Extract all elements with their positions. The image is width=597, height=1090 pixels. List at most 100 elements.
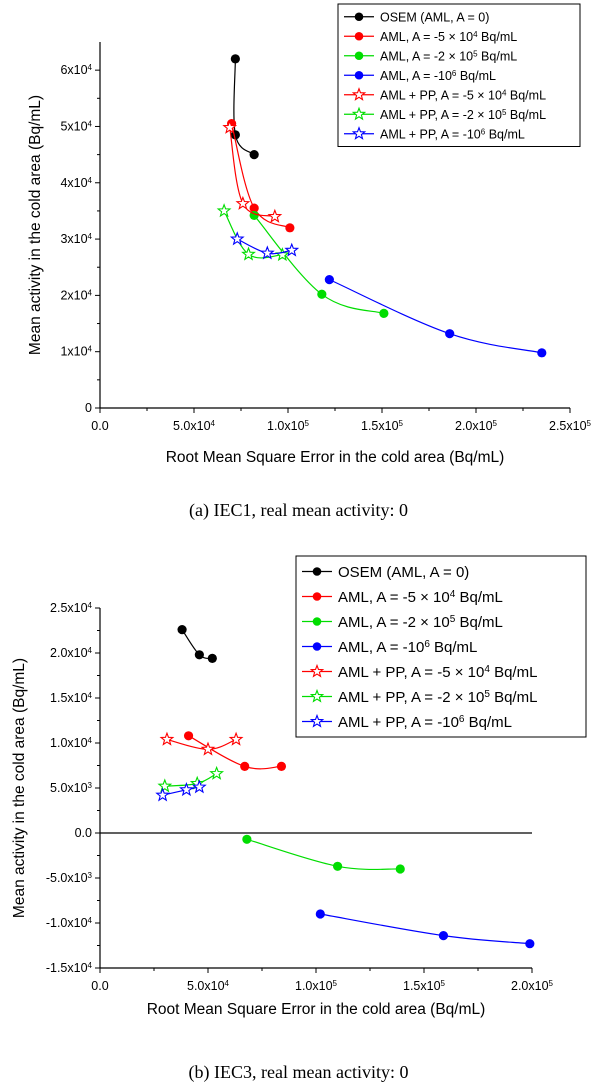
data-point-star bbox=[222, 119, 238, 134]
data-point-star bbox=[157, 778, 173, 793]
data-point bbox=[242, 834, 252, 844]
legend-box bbox=[337, 3, 581, 147]
y-tick-label-part: 0.0 bbox=[75, 826, 92, 840]
legend-label-part: 4 bbox=[502, 88, 507, 97]
chart-iec3-plot: 0.0 5.0x104 1.0x105 1.5x105 2.0x105-1.5x104-… bbox=[11, 555, 587, 1018]
legend-label-part: 4 bbox=[450, 588, 456, 599]
series-0 bbox=[177, 625, 217, 663]
y-tick-label: 4x104 bbox=[60, 175, 92, 190]
series-2 bbox=[249, 210, 389, 319]
series-1 bbox=[183, 731, 287, 771]
x-tick-label-part: 2.0x10 bbox=[455, 419, 493, 433]
legend-marker bbox=[354, 70, 364, 80]
legend-label-part: Bq/mL bbox=[490, 689, 538, 706]
legend-label-part: 5 bbox=[473, 49, 478, 58]
y-tick-label-part: 4 bbox=[88, 601, 93, 610]
y-tick-label-part: 4 bbox=[88, 63, 93, 72]
data-point bbox=[285, 223, 295, 233]
data-point bbox=[207, 653, 217, 663]
data-point-star bbox=[209, 765, 225, 780]
data-point bbox=[177, 625, 187, 635]
x-tick-label-part: 1.0x10 bbox=[267, 419, 305, 433]
y-tick-label: 2x104 bbox=[60, 288, 92, 303]
data-point bbox=[317, 289, 327, 299]
x-tick-label: 2.5x105 bbox=[549, 419, 592, 434]
legend-label-part: Bq/mL bbox=[464, 714, 512, 731]
y-tick-label-part: 6x10 bbox=[60, 63, 87, 77]
legend-label: AML, A = -106 Bq/mL bbox=[338, 638, 477, 656]
series-0 bbox=[230, 54, 259, 160]
legend-marker bbox=[354, 12, 364, 22]
legend-label-part: Bq/mL bbox=[455, 589, 503, 606]
y-tick-label-part: -1.5x10 bbox=[46, 961, 88, 975]
y-tick-label: 2.5x104 bbox=[50, 601, 93, 616]
data-point-star bbox=[274, 247, 290, 262]
y-tick-label-part: 1x10 bbox=[60, 345, 87, 359]
y-tick-label: 0.0 bbox=[75, 826, 92, 840]
legend-marker-star bbox=[309, 663, 325, 678]
legend-label-part: Bq/mL bbox=[478, 49, 518, 63]
x-tick-label: 1.0x105 bbox=[295, 979, 338, 994]
x-tick-label-part: 2.5x10 bbox=[549, 419, 587, 433]
data-point-star bbox=[229, 231, 245, 246]
data-point bbox=[276, 761, 287, 771]
x-tick-label: 0.0 bbox=[91, 979, 108, 993]
x-tick-label: 2.0x105 bbox=[511, 979, 554, 994]
y-tick-label-part: 4 bbox=[88, 736, 93, 745]
legend-label: OSEM (AML, A = 0) bbox=[380, 10, 489, 24]
series-6 bbox=[155, 779, 207, 802]
data-point-star bbox=[241, 246, 256, 261]
legend-label-part: 6 bbox=[459, 713, 465, 724]
y-tick-label-part: 5.0x10 bbox=[50, 781, 88, 795]
y-tick-label: -5.0x103 bbox=[46, 871, 93, 886]
chart-iec1: 0.0 5.0x104 1.0x105 1.5x105 2.0x105 2.5x105 0 1… bbox=[0, 0, 597, 490]
x-axis-label-part: Root Mean Square Error in the cold area … bbox=[166, 449, 505, 466]
y-tick-label: 1.5x104 bbox=[50, 691, 93, 706]
data-point-star bbox=[284, 242, 300, 257]
y-tick-label: -1.5x104 bbox=[46, 961, 93, 976]
x-tick-label-part: 4 bbox=[225, 979, 230, 988]
legend-label-part: AML, A = -10 bbox=[338, 639, 424, 656]
y-tick-label-part: 2x10 bbox=[60, 288, 87, 302]
y-tick-label: 3x104 bbox=[60, 232, 92, 247]
legend-label-part: Bq/mL bbox=[455, 614, 503, 631]
data-point bbox=[240, 761, 250, 771]
x-tick-label-part: 0.0 bbox=[91, 979, 108, 993]
y-tick-label-part: 4 bbox=[88, 175, 93, 184]
data-point bbox=[230, 54, 240, 64]
legend-label: OSEM (AML, A = 0) bbox=[338, 564, 469, 581]
y-tick-label: 0 bbox=[85, 401, 92, 415]
y-tick-label-part: 4 bbox=[88, 691, 93, 700]
data-point-star bbox=[235, 195, 251, 210]
x-tick-label: 1.0x105 bbox=[267, 419, 310, 434]
legend-label-part: 6 bbox=[424, 638, 430, 649]
legend-label-part: 6 bbox=[481, 127, 486, 136]
legend-label-part: 5 bbox=[502, 107, 507, 116]
data-point-star bbox=[159, 731, 175, 746]
legend-label-part: 5 bbox=[450, 613, 456, 624]
data-point bbox=[395, 864, 405, 874]
legend-box bbox=[295, 555, 587, 738]
y-tick-label-part: 1.0x10 bbox=[50, 736, 88, 750]
y-tick-label: 5x104 bbox=[60, 119, 92, 134]
data-point bbox=[194, 650, 204, 660]
series-line bbox=[329, 279, 542, 354]
y-tick-label-part: 3 bbox=[88, 871, 93, 880]
series-4 bbox=[222, 119, 283, 223]
legend-label-part: AML, A = -10 bbox=[380, 69, 452, 83]
legend-label-part: AML, A = -2 × 10 bbox=[380, 49, 473, 63]
legend-label: AML, A = -5 × 104 Bq/mL bbox=[338, 588, 503, 606]
y-tick-label-part: 4 bbox=[88, 232, 93, 241]
x-tick-label: 0.0 bbox=[91, 419, 108, 433]
x-tick-label: 2.0x105 bbox=[455, 419, 498, 434]
y-tick-label-part: -5.0x10 bbox=[46, 871, 88, 885]
legend-label-part: 5 bbox=[484, 688, 490, 699]
legend-label: AML + PP, A = -5 × 104 Bq/mL bbox=[338, 663, 537, 681]
legend-marker-star bbox=[309, 688, 325, 703]
chart-iec1-plot: 0.0 5.0x104 1.0x105 1.5x105 2.0x105 2.5x10501… bbox=[27, 3, 592, 466]
y-tick-label-part: 4 bbox=[88, 646, 93, 655]
x-tick-label-part: 5 bbox=[587, 419, 592, 428]
y-axis-label: Mean activity in the cold area (Bq/mL) bbox=[27, 95, 44, 355]
series-line bbox=[233, 58, 255, 156]
y-tick-label: 2.0x104 bbox=[50, 646, 93, 661]
